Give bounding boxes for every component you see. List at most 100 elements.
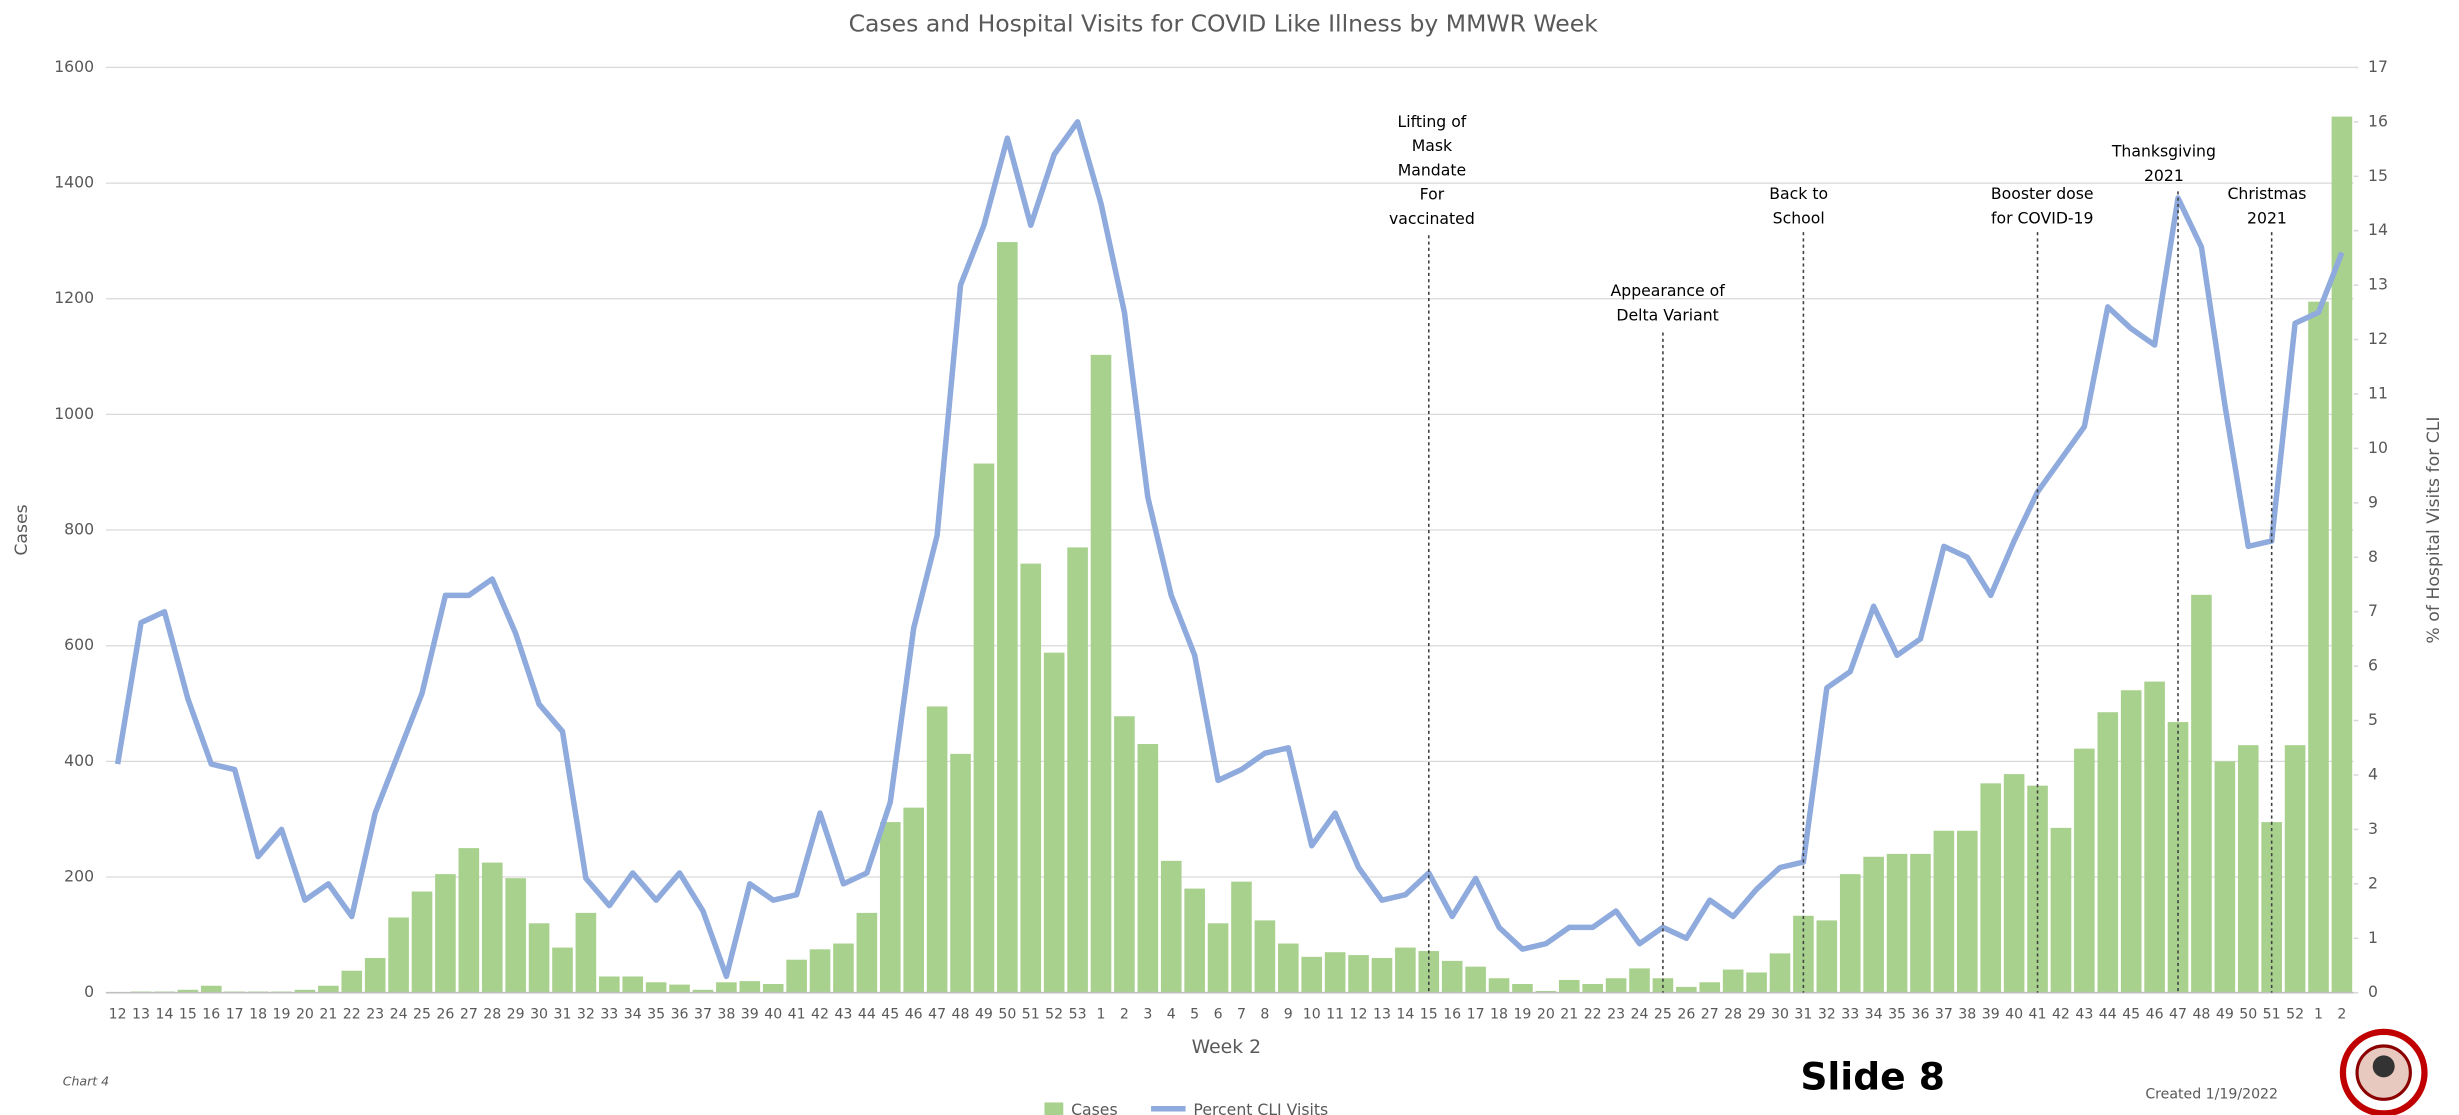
x-tick-label: 34 — [1865, 1007, 1883, 1023]
bar — [833, 943, 854, 993]
bar — [2027, 785, 2048, 993]
x-axis-label: Week 2 — [1192, 1037, 1261, 1058]
x-tick-label: 2 — [1120, 1007, 1129, 1023]
x-tick-label: 23 — [366, 1007, 384, 1023]
y-tick-label: 800 — [64, 520, 94, 539]
bar — [2331, 116, 2353, 993]
x-tick-label: 49 — [975, 1007, 993, 1023]
x-tick-label: 1 — [2314, 1007, 2323, 1023]
x-tick-label: 37 — [1935, 1007, 1953, 1023]
x-tick-label: 34 — [624, 1007, 642, 1023]
x-tick-label: 19 — [273, 1007, 291, 1023]
bar — [1910, 853, 1931, 993]
bar — [1020, 563, 1042, 993]
bar — [2120, 690, 2142, 993]
y2-tick-label: 14 — [2368, 220, 2388, 239]
bar — [950, 753, 971, 993]
x-tick-label: 43 — [834, 1007, 852, 1023]
bar — [1043, 652, 1065, 993]
bar — [1980, 783, 2002, 993]
y-tick-label: 200 — [64, 867, 94, 886]
bar — [1746, 972, 1767, 993]
bar — [973, 463, 995, 993]
x-tick-label: 25 — [1654, 1007, 1672, 1023]
y2-tick-label: 6 — [2368, 656, 2378, 675]
bar — [809, 949, 831, 993]
x-tick-label: 16 — [202, 1007, 220, 1023]
y2-axis-label: % of Hospital Visits for CLI — [2424, 417, 2444, 644]
bar — [1535, 990, 1557, 993]
y-tick-label: 600 — [64, 635, 94, 654]
bar — [2261, 822, 2282, 993]
bar — [2191, 594, 2212, 993]
annotation-text: Delta Variant — [1616, 305, 1718, 324]
x-tick-label: 23 — [1607, 1007, 1625, 1023]
x-tick-label: 35 — [647, 1007, 665, 1023]
line — [114, 119, 2345, 980]
x-tick-label: 19 — [1513, 1007, 1531, 1023]
y2-tick-label: 0 — [2368, 982, 2378, 1001]
x-tick-label: 51 — [1022, 1007, 1040, 1023]
bar — [2308, 301, 2329, 993]
legend-swatch — [1044, 1102, 1064, 1115]
bar — [364, 957, 386, 993]
y-tick-label: 1600 — [54, 57, 94, 76]
bar — [1114, 716, 1135, 993]
bar — [1184, 888, 1205, 993]
bar — [505, 878, 526, 993]
bar — [1278, 943, 1299, 993]
bar — [1371, 957, 1393, 993]
bar — [1465, 966, 1486, 993]
x-tick-label: 21 — [319, 1007, 337, 1023]
x-tick-label: 29 — [507, 1007, 525, 1023]
annotation-text: Back to — [1769, 184, 1828, 203]
y-tick-label: 1000 — [54, 404, 94, 423]
x-tick-label: 15 — [1420, 1007, 1438, 1023]
annotation-text: Mandate — [1398, 160, 1466, 179]
x-tick-label: 11 — [1326, 1007, 1344, 1023]
x-tick-label: 37 — [694, 1007, 712, 1023]
x-tick-label: 50 — [998, 1007, 1016, 1023]
bar — [645, 982, 667, 993]
bar — [200, 985, 222, 993]
x-tick-label: 47 — [2169, 1007, 2187, 1023]
bar — [294, 989, 316, 993]
bar — [2214, 761, 2236, 993]
y2-tick-label: 1 — [2368, 928, 2378, 947]
bar — [1512, 984, 1533, 993]
bar — [997, 242, 1018, 993]
y2-tick-label: 10 — [2368, 438, 2388, 457]
annotation-text: Appearance of — [1611, 281, 1726, 300]
legend-label: Percent CLI Visits — [1193, 1100, 1328, 1115]
bar — [1160, 860, 1182, 993]
x-tick-label: 40 — [2005, 1007, 2023, 1023]
x-tick-label: 22 — [343, 1007, 361, 1023]
bar — [1816, 920, 1838, 993]
bar — [879, 822, 901, 993]
bar — [2144, 681, 2165, 993]
bar — [1629, 968, 1650, 993]
bar — [2237, 745, 2259, 993]
x-tick-label: 2 — [2337, 1007, 2346, 1023]
annotation-text: 2021 — [2144, 166, 2184, 185]
x-tick-label: 12 — [1350, 1007, 1368, 1023]
x-tick-label: 52 — [1045, 1007, 1063, 1023]
bar — [1769, 953, 1791, 993]
x-tick-label: 35 — [1888, 1007, 1906, 1023]
created-date: Created 1/19/2022 — [2145, 1087, 2278, 1103]
annotation-text: For — [1420, 185, 1445, 204]
bar — [786, 959, 807, 993]
x-tick-label: 46 — [2146, 1007, 2164, 1023]
x-tick-label: 6 — [1214, 1007, 1223, 1023]
bar — [1231, 881, 1252, 993]
bar — [1699, 982, 1721, 993]
x-tick-label: 12 — [109, 1007, 127, 1023]
y2-tick-label: 2 — [2368, 873, 2378, 892]
bar — [1301, 956, 1323, 993]
slide-label: Slide 8 — [1800, 1054, 1945, 1098]
chart-title: Cases and Hospital Visits for COVID Like… — [849, 10, 1599, 38]
bar — [692, 989, 714, 993]
bar — [1254, 920, 1276, 993]
bar — [481, 862, 503, 993]
